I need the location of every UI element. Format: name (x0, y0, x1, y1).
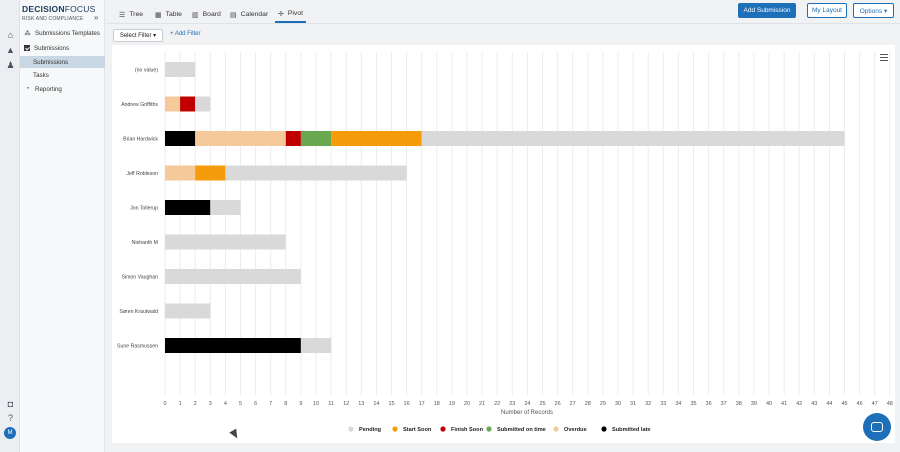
user-icon[interactable]: ♟ (6, 60, 15, 70)
chart-panel (112, 45, 895, 443)
add-filter-link[interactable]: + Add Filter (170, 31, 201, 37)
sidebar-item-submissions-templates[interactable]: ⁂ Submissions Templates (20, 27, 105, 39)
sidebar-item-submissions-group[interactable]: Submissions (20, 42, 105, 54)
reporting-icon: ◔ (25, 86, 30, 92)
sidebar-item-submissions[interactable]: Submissions (20, 56, 105, 68)
options-button[interactable]: Options ▾ (853, 3, 894, 18)
board-icon: ▥ (192, 11, 199, 19)
tab-label: Board (202, 11, 221, 18)
collapse-sidebar-icon[interactable]: » (94, 13, 99, 22)
tab-board[interactable]: ▥ Board (192, 6, 221, 23)
tab-calendar[interactable]: ▤ Calendar (230, 6, 268, 23)
sidebar: DECISIONFOCUS RISK AND COMPLIANCE » ⁂ Su… (20, 0, 105, 452)
brand[interactable]: DECISIONFOCUS RISK AND COMPLIANCE (20, 2, 105, 24)
view-tabs-bar (106, 0, 900, 24)
add-submission-button[interactable]: Add Submission (738, 3, 796, 18)
sidebar-item-label: Submissions (34, 44, 70, 52)
sidebar-item-label: Submissions (33, 58, 69, 66)
tab-label: Calendar (240, 11, 269, 18)
chat-icon (871, 422, 883, 432)
tab-label: Pivot (287, 10, 303, 17)
checkbox-icon (24, 45, 30, 51)
tab-pivot[interactable]: ✛ Pivot (275, 6, 306, 23)
sidebar-item-tasks[interactable]: Tasks (20, 69, 105, 81)
table-icon: ▦ (155, 11, 162, 19)
tab-table[interactable]: ▦ Table (155, 6, 182, 23)
camera-icon[interactable]: ◘ (7, 398, 14, 409)
avatar[interactable]: M (4, 427, 16, 439)
tab-label: Tree (129, 11, 144, 18)
tab-tree[interactable]: ☰ Tree (119, 6, 143, 23)
sidebar-item-label: Reporting (35, 85, 62, 93)
icon-rail: ⌂ ▲ ♟ ◘ ? M (0, 0, 20, 452)
home-icon[interactable]: ⌂ (7, 29, 14, 40)
tree-icon: ☰ (119, 11, 126, 19)
sidebar-item-label: Submissions Templates (35, 29, 100, 37)
chat-button[interactable] (863, 413, 891, 441)
templates-icon: ⁂ (24, 30, 31, 37)
calendar-icon: ▤ (230, 11, 237, 19)
my-layout-button[interactable]: My Layout (807, 3, 847, 18)
sidebar-item-label: Tasks (33, 71, 49, 79)
tab-label: Table (165, 11, 182, 18)
select-filter-dropdown[interactable]: Select Filter ▾ (113, 29, 163, 42)
sidebar-item-reporting[interactable]: ◔ Reporting (20, 83, 105, 95)
chart-menu-icon[interactable] (880, 54, 888, 61)
brand-name: DECISIONFOCUS (22, 4, 96, 14)
workspace-name: RISK AND COMPLIANCE (22, 16, 84, 22)
alerts-icon[interactable]: ▲ (6, 44, 15, 55)
help-icon[interactable]: ? (7, 412, 13, 423)
pivot-icon: ✛ (278, 10, 284, 18)
